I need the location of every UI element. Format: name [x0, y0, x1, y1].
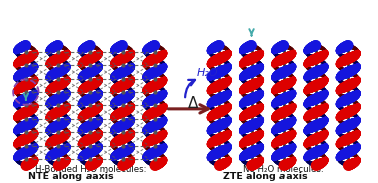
Text: No H₂O molecules:: No H₂O molecules: [243, 165, 324, 174]
Text: H₂O: H₂O [197, 68, 218, 78]
Text: a: a [279, 172, 285, 181]
Text: axis: axis [89, 172, 114, 181]
Text: H-Bonded H₂O molecules:: H-Bonded H₂O molecules: [34, 165, 146, 174]
Text: ZTE along: ZTE along [223, 172, 279, 181]
Text: axis: axis [283, 172, 307, 181]
Text: a: a [85, 172, 92, 181]
Text: NTE along: NTE along [28, 172, 85, 181]
Text: Δ: Δ [188, 96, 198, 111]
